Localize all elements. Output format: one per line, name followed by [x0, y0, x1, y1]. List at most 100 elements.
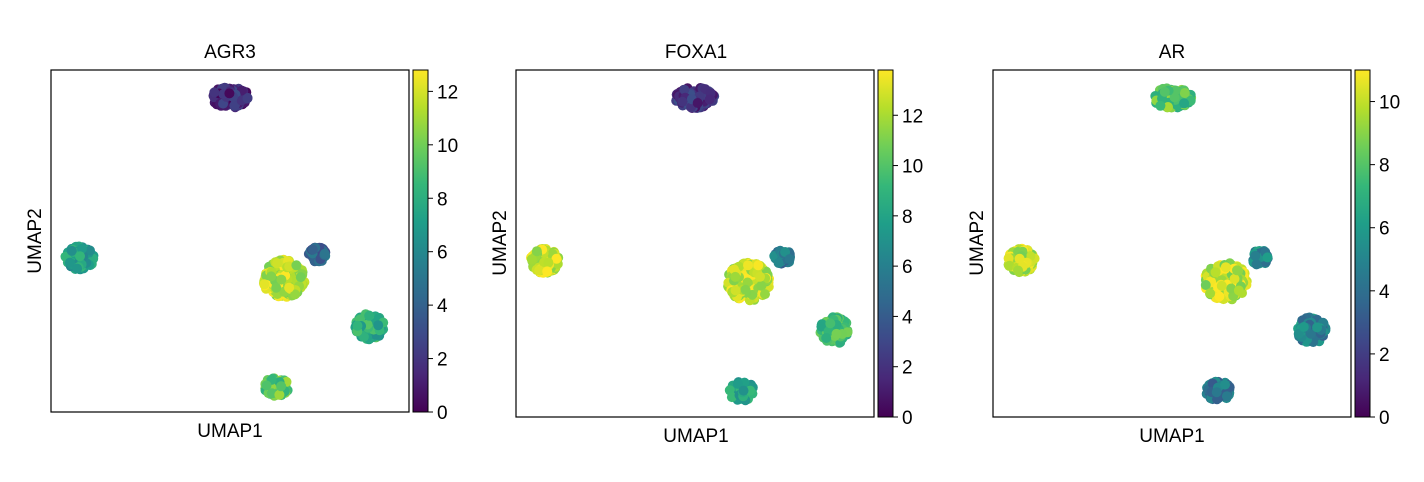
cell-point-c4 — [831, 328, 842, 339]
cell-point-c2 — [290, 289, 301, 300]
scatter-points-ar — [1003, 83, 1331, 405]
cell-point-c2 — [1214, 291, 1225, 302]
cell-point-c2 — [1226, 283, 1237, 294]
colorbar-tick-label: 0 — [437, 403, 448, 424]
cell-point-c0 — [229, 100, 240, 111]
cell-point-c2 — [755, 271, 765, 282]
cell-point-c1 — [85, 245, 95, 256]
cell-point-c5 — [1212, 394, 1222, 405]
cell-point-c5 — [1221, 391, 1232, 402]
cell-point-c3 — [784, 254, 795, 265]
cell-point-c2 — [760, 289, 770, 300]
cell-point-c5 — [1220, 379, 1230, 390]
cell-point-c0 — [704, 94, 715, 105]
cell-point-c3 — [773, 258, 784, 268]
cell-point-c0 — [1179, 98, 1190, 109]
colorbar-tick-label: 10 — [1379, 93, 1400, 114]
cell-point-c4 — [352, 320, 363, 331]
cell-point-c5 — [726, 392, 737, 403]
cell-point-c4 — [364, 310, 375, 321]
plot-frame-foxa1 — [515, 69, 875, 418]
cell-point-c0 — [1159, 86, 1170, 97]
plot-frame-ar — [992, 69, 1352, 418]
cell-point-c5 — [261, 380, 272, 391]
cell-point-c5 — [276, 381, 287, 392]
cell-point-c2 — [276, 274, 287, 285]
x-axis-label-agr3: UMAP1 — [197, 421, 262, 442]
cell-point-c2 — [730, 271, 741, 282]
colorbar-tick-label: 4 — [437, 296, 448, 317]
cell-point-c0 — [1179, 88, 1190, 98]
cell-point-c2 — [1200, 280, 1211, 290]
cell-point-c2 — [272, 258, 283, 269]
cell-point-c2 — [1220, 262, 1231, 273]
cell-point-c1 — [75, 251, 85, 262]
cell-point-c2 — [266, 271, 277, 282]
colorbar-gradient — [412, 69, 429, 413]
cell-point-c1 — [72, 263, 83, 274]
cell-point-c0 — [1163, 102, 1173, 112]
cell-point-c4 — [1293, 328, 1304, 339]
plot-frame-agr3 — [50, 69, 410, 413]
cell-point-c0 — [692, 98, 703, 108]
panel-foxa1: FOXA1 UMAP1 UMAP2 0 2 4 6 8 10 12 — [490, 42, 923, 447]
cell-point-c0 — [224, 88, 235, 99]
cell-point-c4 — [816, 321, 827, 332]
cell-point-c1 — [66, 245, 77, 256]
colorbar-tick-label: 12 — [437, 82, 458, 103]
cell-point-c5 — [738, 385, 749, 396]
colorbar-tick-label: 8 — [902, 207, 913, 228]
cell-point-c2 — [271, 282, 282, 293]
y-axis-label-ar: UMAP2 — [967, 210, 988, 275]
cell-point-c1 — [542, 266, 553, 277]
colorbar-gradient — [877, 69, 894, 418]
cell-point-c3 — [319, 248, 330, 259]
panel-title-ar: AR — [1159, 42, 1185, 63]
cell-point-c4 — [1298, 322, 1309, 332]
colorbar-tick-label: 10 — [437, 136, 458, 157]
cell-point-c1 — [534, 265, 545, 276]
colorbar-tick-label: 8 — [437, 189, 448, 210]
cell-point-c2 — [743, 260, 753, 271]
cell-point-c1 — [543, 257, 554, 268]
cell-point-c1 — [64, 257, 75, 268]
cell-point-c4 — [1312, 322, 1323, 333]
cell-point-c2 — [1205, 288, 1216, 299]
cell-point-c5 — [732, 378, 743, 389]
cell-point-c4 — [821, 333, 832, 343]
cell-point-c0 — [677, 96, 688, 107]
cell-point-c0 — [242, 93, 253, 104]
cell-point-c5 — [1211, 387, 1222, 398]
cell-point-c5 — [274, 389, 285, 400]
cell-point-c2 — [753, 260, 764, 271]
colorbar-tick-label: 6 — [902, 257, 913, 278]
colorbar-tick-label: 4 — [1379, 282, 1390, 303]
cell-point-c3 — [780, 247, 791, 257]
cell-point-c3 — [1262, 252, 1273, 263]
scatter-points-foxa1 — [526, 83, 853, 406]
cell-point-c0 — [679, 84, 690, 95]
cell-point-c2 — [1229, 273, 1240, 284]
cell-point-c2 — [259, 279, 270, 290]
cell-point-c5 — [266, 388, 277, 399]
colorbar-tick-label: 6 — [437, 243, 448, 264]
colorbar-tick-label: 2 — [437, 350, 448, 371]
cell-point-c1 — [1004, 260, 1015, 271]
cell-point-c2 — [1233, 285, 1244, 296]
cell-point-c4 — [825, 318, 836, 329]
cell-point-c1 — [526, 254, 537, 265]
cell-point-c4 — [358, 331, 369, 342]
cell-point-c1 — [1003, 253, 1014, 264]
cell-point-c0 — [209, 87, 220, 98]
cell-point-c3 — [307, 244, 318, 255]
panel-title-foxa1: FOXA1 — [665, 42, 727, 63]
cell-point-c1 — [1013, 265, 1024, 276]
colorbar-tick-label: 10 — [902, 157, 923, 178]
x-axis-label-ar: UMAP1 — [1139, 426, 1204, 447]
panel-ar: AR UMAP1 UMAP2 0 2 4 6 8 10 — [967, 42, 1400, 447]
colorbar-foxa1: 0 2 4 6 8 10 12 — [877, 69, 923, 429]
colorbar-tick-label: 4 — [902, 307, 913, 328]
cell-point-c2 — [730, 285, 741, 296]
colorbar-tick-label: 0 — [1379, 408, 1390, 429]
